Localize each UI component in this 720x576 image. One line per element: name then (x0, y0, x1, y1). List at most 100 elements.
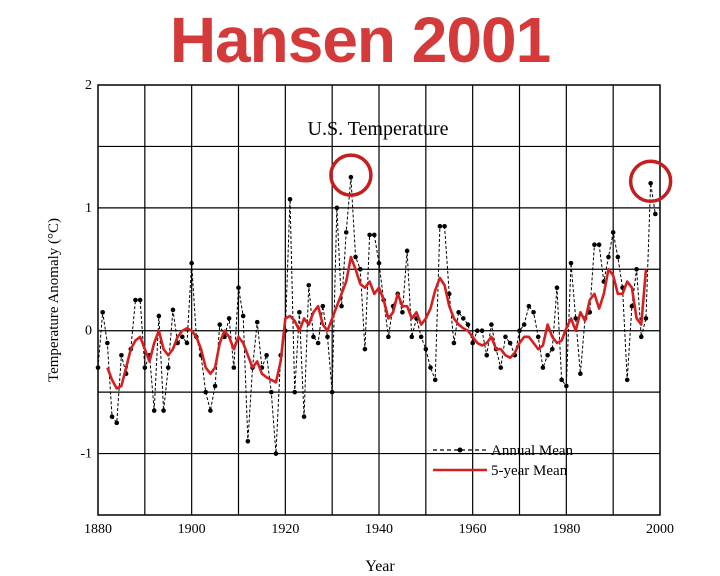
y-tick-label: 0 (85, 324, 92, 339)
annual-mean-point (638, 334, 644, 340)
annual-mean-point (475, 328, 480, 334)
plot-frame (97, 84, 661, 516)
annual-mean-point (446, 291, 452, 297)
annual-mean-point (203, 389, 209, 395)
annual-mean-point (357, 266, 363, 272)
annual-mean-point (217, 322, 223, 327)
y-axis-label: Temperature Anomaly (°C) (46, 218, 62, 382)
annual-mean-point (372, 232, 377, 238)
annual-mean-point (531, 309, 536, 315)
annual-mean-point (165, 365, 171, 370)
annual-mean-point (156, 313, 162, 319)
annual-mean-point (629, 303, 635, 309)
annual-mean-point (212, 383, 218, 389)
annual-mean-point (507, 340, 513, 346)
x-tick-label: 1900 (178, 522, 206, 537)
annual-mean-point (376, 260, 382, 266)
annual-mean-point (559, 377, 564, 383)
annual-mean-point (184, 340, 190, 346)
annual-mean-line (97, 177, 656, 454)
annual-mean-point (643, 316, 649, 321)
annual-mean-point (105, 340, 110, 346)
annual-mean-point (264, 352, 269, 358)
annual-mean-point (465, 322, 471, 327)
annual-mean-point (268, 389, 274, 395)
annual-mean-point (423, 346, 429, 352)
annual-mean-point (292, 389, 298, 395)
annual-mean-point (653, 211, 658, 217)
x-tick-label: 1880 (84, 522, 112, 537)
x-tick-label: 1940 (365, 522, 393, 537)
annual-mean-point (208, 408, 213, 413)
annual-mean-point (353, 254, 358, 260)
annual-mean-point (236, 285, 241, 291)
annual-mean-point (606, 254, 611, 260)
annual-mean-point (133, 297, 138, 303)
annual-mean-point (240, 313, 246, 319)
annual-mean-point (461, 316, 466, 321)
annual-mean-point (451, 340, 457, 346)
annual-mean-point (315, 340, 321, 346)
axis-ticks: 1880 1900 1920 1940 1960 1980 2000 -1 0 1 2 (80, 78, 674, 537)
annual-mean-point (596, 242, 602, 248)
annual-mean-point (545, 352, 550, 358)
annual-mean-point (301, 414, 307, 420)
annual-mean-point (142, 365, 148, 370)
annual-mean-point (540, 365, 546, 370)
annual-mean-point (254, 319, 260, 325)
annual-mean-point (428, 365, 433, 370)
series-5-year-mean (106, 255, 648, 390)
series-annual-mean (95, 174, 658, 456)
annual-mean-point (339, 303, 344, 309)
annual-mean-point (564, 383, 569, 389)
annual-mean-point (648, 180, 653, 186)
annual-mean-point (526, 303, 532, 309)
annual-mean-point (189, 260, 194, 266)
annual-mean-point (170, 307, 176, 313)
annual-mean-point (578, 371, 583, 377)
annual-mean-point (273, 451, 279, 456)
five-year-mean-line (106, 255, 648, 390)
annual-mean-point (329, 389, 335, 395)
annual-mean-point (470, 340, 475, 346)
highlight-circles (329, 153, 673, 204)
annual-mean-point (231, 365, 237, 370)
annual-mean-point (386, 334, 391, 340)
x-tick-label: 2000 (646, 522, 674, 537)
annual-mean-point (297, 309, 302, 315)
annual-mean-point (554, 285, 560, 291)
annual-mean-point (592, 242, 597, 248)
annual-mean-point (489, 322, 494, 327)
annual-mean-point (624, 377, 630, 383)
y-tick-label: 1 (85, 201, 92, 216)
annual-mean-point (137, 297, 143, 303)
annual-mean-point (587, 309, 593, 315)
annual-mean-point (634, 266, 639, 272)
legend-annual-label: Annual Mean (491, 443, 574, 459)
highlight-circle (329, 153, 373, 197)
y-tick-label: 2 (85, 78, 92, 93)
annual-mean-point (418, 334, 424, 340)
annual-mean-point (610, 230, 616, 235)
annual-mean-point (615, 254, 621, 260)
x-tick-label: 1960 (459, 522, 487, 537)
grid-lines (98, 85, 660, 515)
annual-mean-point (180, 334, 185, 340)
annual-mean-point (151, 408, 157, 413)
annual-mean-point (484, 352, 490, 358)
annual-mean-point (306, 282, 312, 288)
annual-mean-point (325, 334, 330, 340)
annual-mean-point (245, 438, 251, 444)
annual-mean-point (442, 223, 447, 229)
y-tick-label: -1 (80, 447, 92, 462)
annual-mean-point (400, 309, 405, 315)
annual-mean-point (114, 420, 120, 426)
annual-mean-point (409, 334, 415, 340)
annual-mean-point (573, 316, 578, 321)
annual-mean-point (432, 377, 438, 383)
annual-mean-point (320, 303, 326, 309)
annual-mean-point (95, 365, 101, 370)
headline: Hansen 2001 (169, 4, 551, 76)
annual-mean-point (226, 316, 232, 321)
